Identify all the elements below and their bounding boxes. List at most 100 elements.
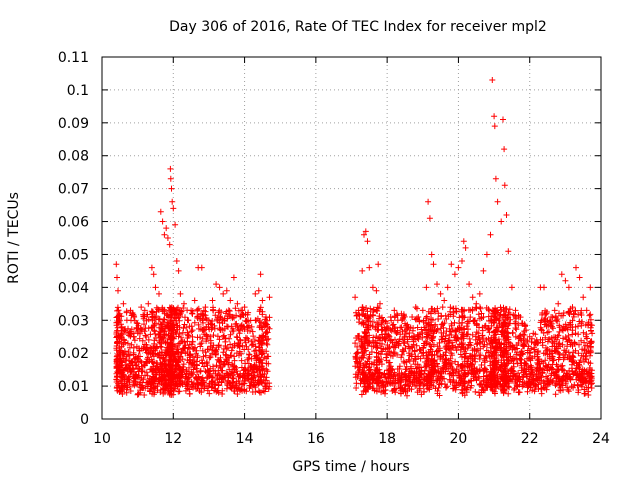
data-point bbox=[245, 346, 252, 353]
x-tick-label: 10 bbox=[93, 431, 111, 447]
data-point bbox=[577, 357, 584, 364]
data-point bbox=[167, 175, 174, 182]
data-point bbox=[550, 357, 557, 364]
data-point bbox=[578, 322, 585, 329]
data-point bbox=[553, 336, 560, 343]
data-point bbox=[530, 330, 537, 337]
data-point bbox=[489, 77, 496, 83]
data-point bbox=[202, 349, 209, 356]
data-point bbox=[527, 350, 534, 357]
data-point bbox=[176, 313, 183, 320]
data-point bbox=[263, 348, 270, 355]
data-point bbox=[570, 359, 577, 366]
data-point bbox=[576, 362, 583, 369]
data-point bbox=[549, 365, 556, 372]
data-point bbox=[249, 328, 256, 335]
data-point bbox=[419, 307, 426, 314]
data-point bbox=[185, 382, 191, 389]
data-point bbox=[494, 198, 501, 205]
data-point bbox=[544, 346, 551, 353]
data-point bbox=[411, 355, 418, 362]
data-point bbox=[177, 290, 184, 297]
data-point bbox=[461, 314, 468, 321]
data-point bbox=[571, 339, 578, 346]
data-point bbox=[429, 317, 436, 323]
data-point bbox=[255, 287, 262, 294]
data-point bbox=[134, 329, 141, 336]
data-point bbox=[500, 116, 506, 123]
data-point bbox=[396, 363, 403, 370]
data-point bbox=[440, 324, 447, 331]
data-point bbox=[556, 351, 563, 357]
data-point bbox=[370, 334, 377, 341]
data-point bbox=[564, 343, 571, 350]
data-point bbox=[398, 324, 405, 331]
data-point bbox=[264, 380, 271, 387]
data-point bbox=[225, 323, 231, 330]
data-point bbox=[157, 208, 164, 215]
data-point bbox=[216, 358, 223, 365]
data-point bbox=[501, 386, 508, 393]
data-point bbox=[238, 307, 244, 314]
data-point bbox=[161, 231, 168, 238]
data-point bbox=[265, 360, 272, 367]
data-point bbox=[558, 271, 565, 278]
data-point bbox=[123, 317, 130, 324]
data-point bbox=[494, 309, 501, 316]
data-point bbox=[544, 338, 551, 345]
data-point bbox=[526, 379, 533, 386]
data-point bbox=[437, 290, 444, 297]
data-point bbox=[207, 354, 214, 361]
data-point bbox=[369, 284, 376, 291]
data-point bbox=[430, 341, 437, 348]
data-point bbox=[228, 347, 235, 354]
data-point bbox=[542, 334, 549, 341]
data-point bbox=[537, 319, 544, 326]
data-point bbox=[215, 389, 222, 396]
data-point bbox=[384, 351, 391, 358]
data-point bbox=[149, 311, 156, 317]
data-point bbox=[505, 378, 512, 385]
data-point bbox=[379, 348, 386, 355]
data-point bbox=[178, 334, 184, 341]
data-point bbox=[487, 231, 494, 238]
data-point bbox=[176, 357, 183, 364]
data-point bbox=[586, 312, 593, 319]
data-point bbox=[573, 365, 580, 372]
data-point bbox=[362, 347, 369, 354]
data-point bbox=[588, 377, 595, 384]
data-point bbox=[495, 336, 502, 343]
data-point bbox=[587, 311, 594, 318]
data-point bbox=[230, 328, 237, 334]
data-point bbox=[443, 384, 449, 391]
data-point bbox=[444, 284, 451, 291]
data-point bbox=[195, 305, 202, 312]
data-point bbox=[373, 287, 380, 294]
data-point bbox=[556, 340, 563, 347]
data-point bbox=[238, 357, 245, 364]
data-point bbox=[572, 330, 579, 337]
data-point bbox=[178, 349, 185, 355]
data-point bbox=[566, 308, 573, 315]
data-point bbox=[400, 340, 407, 346]
data-point bbox=[248, 342, 255, 349]
data-point bbox=[448, 320, 455, 327]
data-point bbox=[539, 369, 546, 376]
data-point bbox=[213, 281, 220, 288]
data-point bbox=[562, 277, 569, 284]
data-point bbox=[417, 355, 424, 362]
data-point bbox=[446, 360, 453, 367]
data-point bbox=[481, 355, 488, 362]
data-point bbox=[376, 366, 383, 373]
data-point bbox=[555, 300, 562, 307]
data-point bbox=[413, 342, 420, 349]
data-point bbox=[229, 315, 236, 322]
data-point bbox=[214, 376, 221, 383]
y-tick-label: 0.02 bbox=[58, 346, 89, 362]
data-point bbox=[131, 337, 138, 344]
data-point bbox=[138, 304, 145, 311]
data-point bbox=[231, 357, 238, 364]
data-point bbox=[197, 341, 204, 348]
data-point bbox=[505, 345, 512, 352]
data-point bbox=[145, 300, 152, 307]
